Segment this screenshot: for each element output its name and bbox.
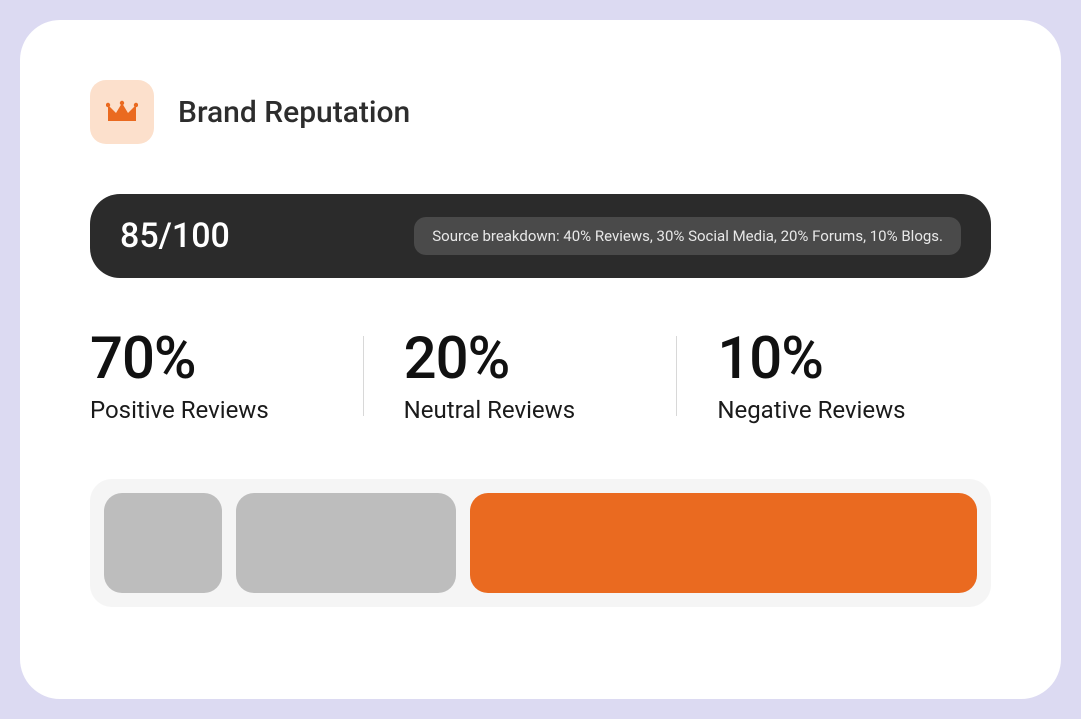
crown-icon	[106, 99, 138, 125]
segment-bar	[90, 479, 991, 607]
brand-reputation-card: Brand Reputation 85/100 Source breakdown…	[20, 20, 1061, 699]
stat-neutral: 20% Neutral Reviews	[364, 328, 678, 424]
segment-3	[470, 493, 977, 593]
stat-negative: 10% Negative Reviews	[677, 328, 991, 424]
crown-icon-container	[90, 80, 154, 144]
segment-1	[104, 493, 222, 593]
stat-value: 10%	[717, 328, 981, 392]
card-title: Brand Reputation	[178, 95, 410, 130]
stat-value: 20%	[404, 328, 668, 392]
score-bar: 85/100 Source breakdown: 40% Reviews, 30…	[90, 194, 991, 278]
segment-2	[236, 493, 456, 593]
stat-positive: 70% Positive Reviews	[90, 328, 364, 424]
stat-value: 70%	[90, 328, 354, 392]
stat-label: Neutral Reviews	[404, 396, 668, 424]
stat-label: Positive Reviews	[90, 396, 354, 424]
score-value: 85/100	[120, 216, 230, 256]
source-breakdown-pill: Source breakdown: 40% Reviews, 30% Socia…	[414, 217, 961, 255]
stats-row: 70% Positive Reviews 20% Neutral Reviews…	[90, 328, 991, 424]
stat-label: Negative Reviews	[717, 396, 981, 424]
card-header: Brand Reputation	[90, 80, 991, 144]
